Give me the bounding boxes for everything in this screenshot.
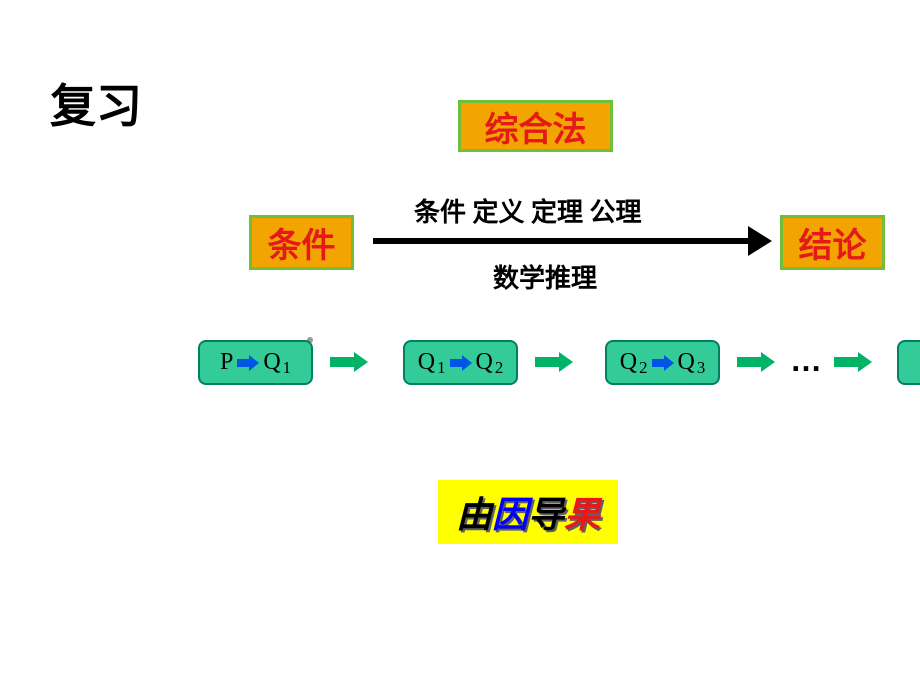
flow1-right: Q (263, 349, 280, 376)
method-box-label: 综合法 (485, 102, 587, 151)
flow1-left: P (220, 349, 233, 376)
flow-box-1: P Q1 (198, 340, 313, 385)
flow2-rsub: 2 (495, 358, 503, 378)
flow3-rsub: 3 (697, 358, 705, 378)
condition-box: 条件 (249, 215, 354, 270)
page-title: 复习 (50, 70, 142, 136)
flow2-right: Q (476, 349, 493, 376)
flow3-lsub: 2 (639, 358, 647, 378)
flow3-left: Q (620, 349, 637, 376)
flow-box-3: Q2 Q3 (605, 340, 720, 385)
green-arrow-icon (834, 352, 874, 372)
ellipsis: … (790, 342, 822, 379)
flow1-rsub: 1 (283, 358, 291, 378)
conclusion-box-label: 结论 (799, 218, 867, 267)
flow2-left: Q (418, 349, 435, 376)
summary-char-4: 果 (564, 486, 600, 538)
condition-box-label: 条件 (268, 218, 336, 267)
flow3-right: Q (678, 349, 695, 376)
arrow-icon (652, 357, 674, 369)
main-arrow-line (373, 238, 748, 244)
flow-box-2: Q1 Q2 (403, 340, 518, 385)
method-box: 综合法 (458, 100, 613, 152)
flow-box-4: Q (897, 340, 920, 385)
main-arrow-head (748, 226, 772, 256)
flow2-lsub: 1 (437, 358, 445, 378)
conclusion-box: 结论 (780, 215, 885, 270)
green-arrow-icon (330, 352, 370, 372)
arrow-icon (237, 357, 259, 369)
green-arrow-icon (737, 352, 777, 372)
arrow-top-label: 条件 定义 定理 公理 (414, 192, 642, 229)
summary-char-3: 导 (528, 486, 564, 538)
arrow-icon (450, 357, 472, 369)
summary-char-1: 由 (456, 486, 492, 538)
summary-char-2: 因 (492, 486, 528, 538)
summary-box: 由 因 导 果 (438, 480, 618, 544)
green-arrow-icon (535, 352, 575, 372)
arrow-bottom-label: 数学推理 (493, 258, 597, 295)
